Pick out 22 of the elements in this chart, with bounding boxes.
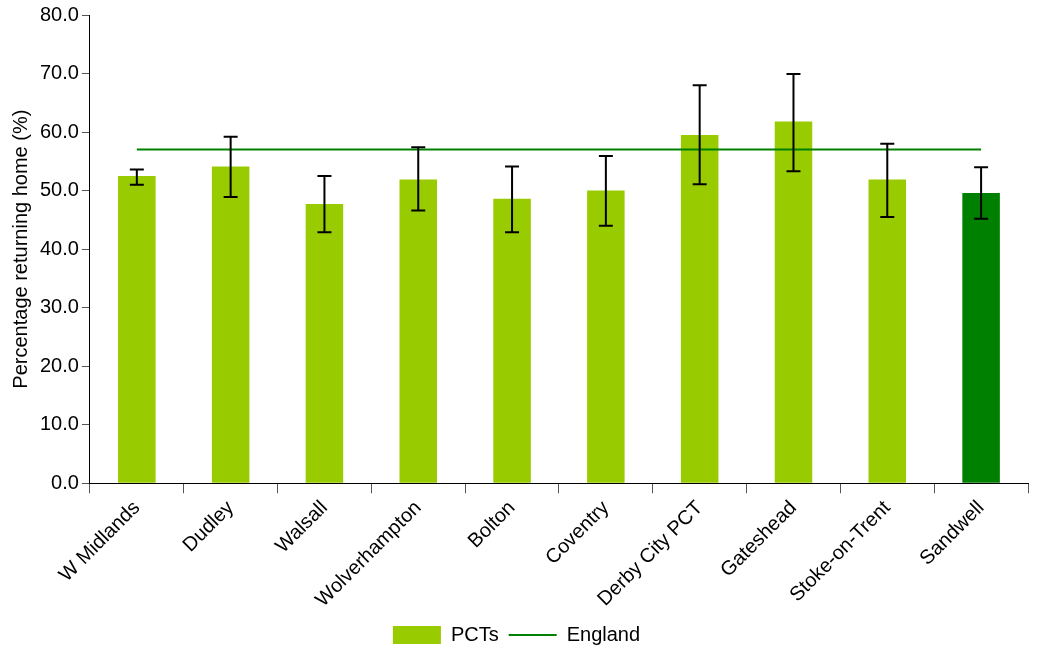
bar [868, 179, 907, 483]
y-tick-label: 40.0 [39, 236, 79, 259]
y-tick-label: 60.0 [39, 119, 79, 142]
y-tick-label: 30.0 [39, 295, 79, 318]
y-tick-label: 20.0 [39, 353, 79, 376]
legend-label: England [566, 622, 641, 645]
y-tick-label: 50.0 [39, 178, 79, 201]
bar [493, 198, 531, 483]
bar [305, 204, 344, 483]
y-tick-label: 80.0 [39, 2, 79, 25]
y-tick-label: 70.0 [39, 61, 79, 84]
y-axis-title: Percentage returning home (%) [8, 109, 31, 389]
y-tick-label: 0.0 [51, 470, 79, 493]
bar [587, 190, 625, 483]
y-tick-label: 10.0 [39, 412, 79, 435]
bar [399, 179, 438, 483]
bar [211, 166, 250, 483]
legend-label: PCTs [450, 622, 499, 645]
bar [774, 121, 813, 483]
bar [680, 134, 719, 483]
bar [118, 175, 156, 483]
bar [962, 192, 1000, 483]
